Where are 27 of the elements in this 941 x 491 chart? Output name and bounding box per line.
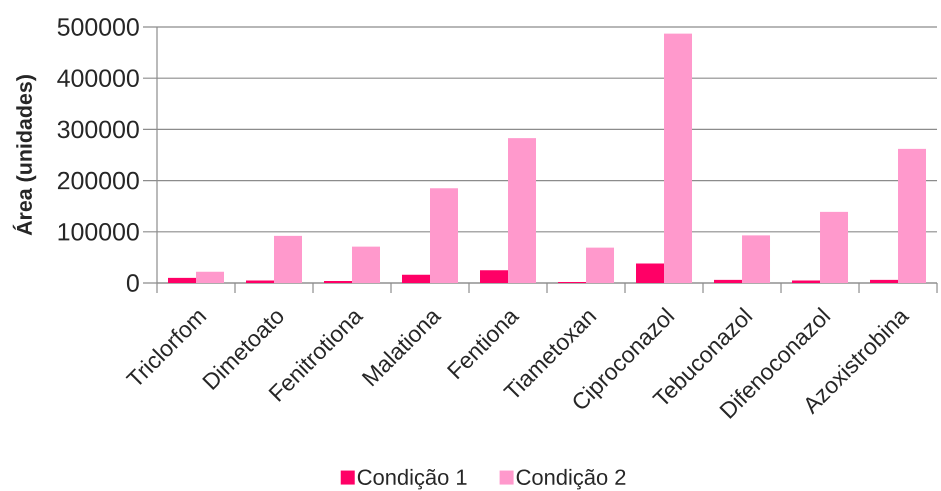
bar: [898, 148, 926, 283]
y-tick-label: 0: [126, 274, 139, 292]
bar: [480, 270, 508, 283]
bar: [870, 280, 898, 283]
bar: [508, 138, 536, 283]
legend-label: Condição 1: [358, 468, 466, 490]
y-tick-label: 100000: [58, 222, 139, 241]
bar: [714, 280, 742, 283]
y-tick-label: 500000: [58, 18, 139, 36]
bar: [430, 188, 458, 283]
bar: [792, 280, 820, 283]
y-tick-label: 400000: [57, 69, 139, 88]
bar: [402, 274, 430, 283]
bar: [352, 246, 380, 283]
y-axis-title: Área (unidades): [12, 75, 36, 236]
bar: [168, 278, 196, 283]
bar: [246, 280, 274, 283]
bar: [742, 235, 770, 283]
bar: [586, 248, 614, 283]
bar: [636, 264, 664, 283]
bar: [196, 272, 224, 283]
bar: [274, 236, 302, 283]
y-tick-label: 300000: [58, 120, 139, 138]
bar: [820, 212, 848, 283]
bar: [664, 34, 692, 283]
legend-label: Condição 2: [516, 468, 626, 490]
y-tick-label: 200000: [58, 172, 139, 190]
